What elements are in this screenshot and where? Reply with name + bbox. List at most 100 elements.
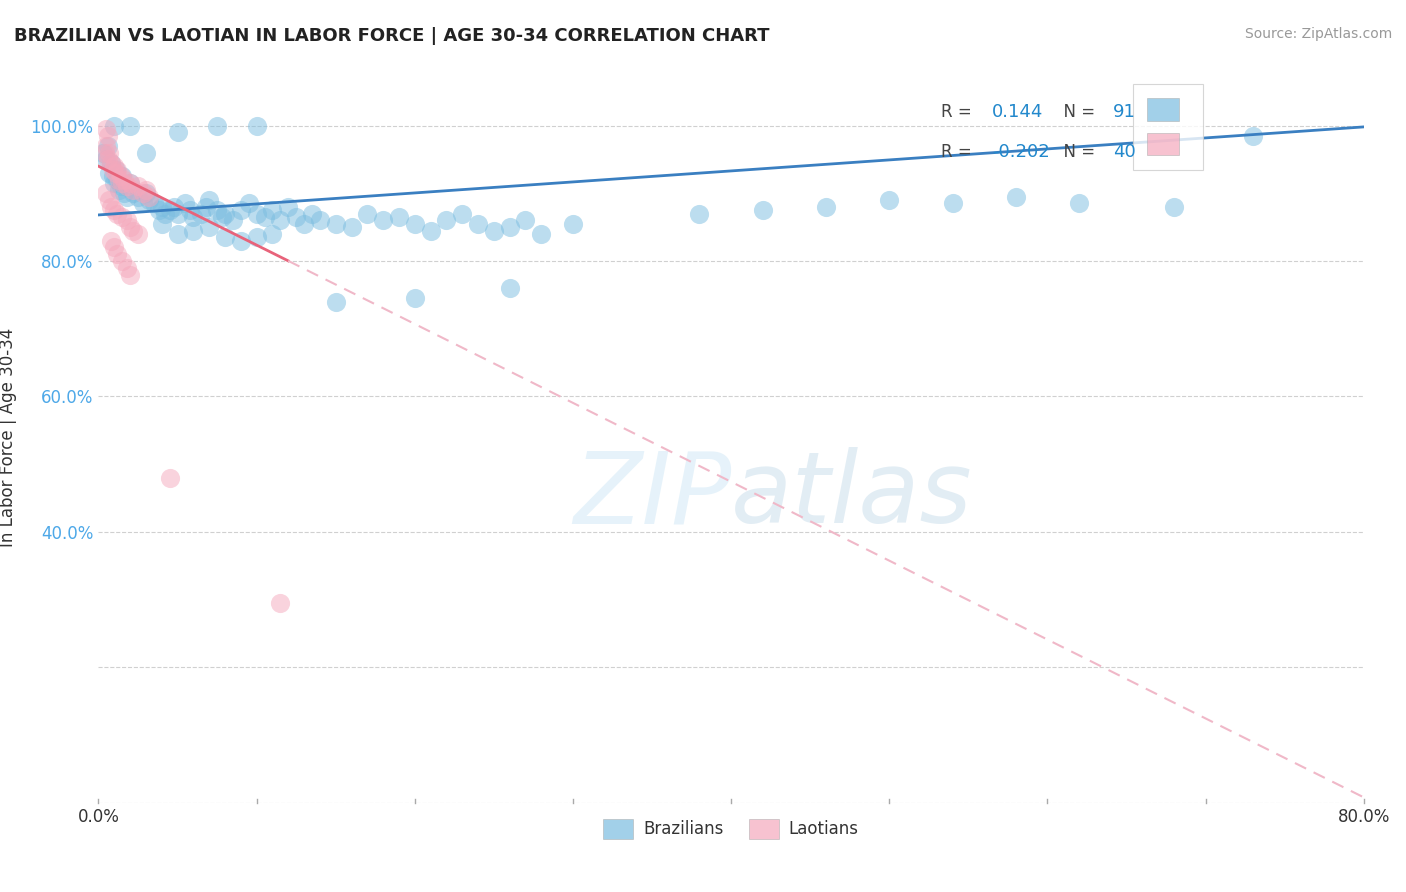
Point [436,213,458,227]
Point [101,162,124,177]
Point [100,200,122,214]
Point [96,153,118,167]
Point [107,247,129,261]
Point [404,217,426,231]
Point [174,196,197,211]
Point [498,220,520,235]
Point [103,159,125,173]
Point [159,203,181,218]
Point [942,196,965,211]
Point [238,196,260,211]
Point [214,206,236,220]
Point [277,200,299,214]
Text: Source: ZipAtlas.com: Source: ZipAtlas.com [1244,27,1392,41]
Point [135,183,157,197]
Point [688,206,710,220]
Point [142,196,165,211]
Point [183,223,205,237]
Point [194,200,218,214]
Point [110,179,132,194]
Point [132,196,155,211]
Point [269,596,291,610]
Text: 0.144: 0.144 [991,103,1043,120]
Point [814,200,837,214]
Point [104,166,127,180]
Point [135,186,157,201]
Point [1004,189,1026,203]
Point [198,220,221,235]
Point [111,254,134,268]
Point [120,176,141,190]
Text: 91: 91 [1114,103,1136,120]
Point [388,210,411,224]
Point [122,183,145,197]
Point [292,217,315,231]
Point [214,230,236,244]
Point [120,268,141,282]
Point [166,206,188,220]
Point [325,294,347,309]
Text: R =: R = [941,103,977,120]
Text: atlas: atlas [731,447,973,544]
Point [530,227,553,241]
Point [285,210,308,224]
Point [166,125,188,139]
Text: N =: N = [1053,143,1099,161]
Point [115,179,138,194]
Point [103,119,125,133]
Point [111,176,134,190]
Point [325,217,347,231]
Point [451,206,474,220]
Point [103,176,125,190]
Point [103,203,125,218]
Point [148,203,170,218]
Point [111,169,134,184]
Point [246,206,269,220]
Point [97,153,120,167]
Point [1241,128,1264,143]
Point [205,119,228,133]
Point [107,206,129,220]
Point [179,203,201,218]
Point [100,156,122,170]
Point [108,183,131,197]
Point [246,119,269,133]
Point [96,122,118,136]
Point [222,213,245,227]
Point [211,210,233,224]
Point [498,281,520,295]
Point [205,203,228,218]
Point [132,186,155,201]
Point [108,172,131,186]
Point [150,200,173,214]
Point [1067,196,1090,211]
Point [120,119,141,133]
Point [96,186,118,201]
Text: R =: R = [941,143,977,161]
Point [229,234,252,248]
Point [253,210,276,224]
Point [127,189,149,203]
Point [127,179,149,194]
Point [120,220,141,235]
Point [309,213,332,227]
Point [98,166,121,180]
Point [127,227,149,241]
Point [97,139,120,153]
Point [301,206,323,220]
Point [482,223,505,237]
Point [246,230,269,244]
Point [98,193,121,207]
Point [101,169,124,184]
Point [269,213,291,227]
Text: 40: 40 [1114,143,1136,161]
Point [135,145,157,160]
Point [198,193,221,207]
Point [356,206,378,220]
Point [515,213,537,227]
Point [163,200,186,214]
Point [877,193,900,207]
Point [122,186,145,201]
Point [91,145,114,160]
Point [751,203,773,218]
